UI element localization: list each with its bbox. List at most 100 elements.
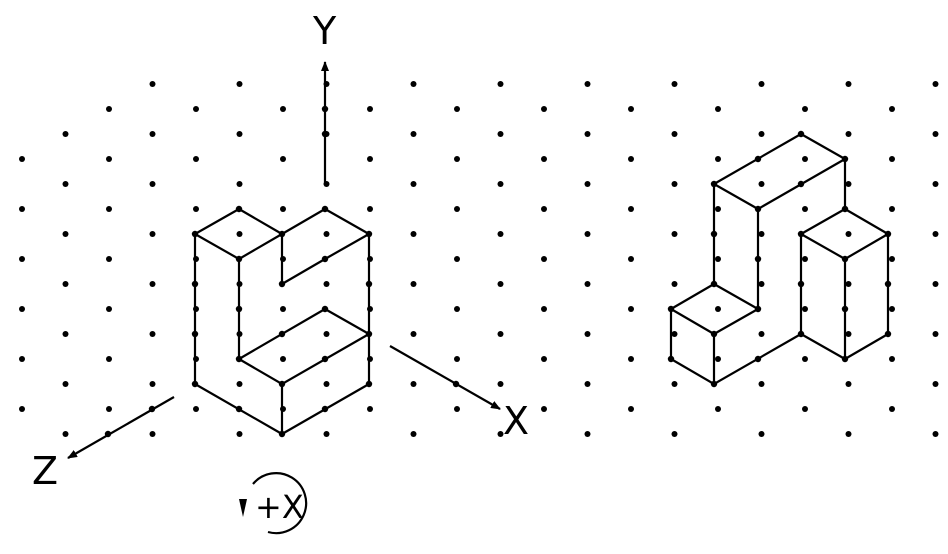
grid-dot <box>802 256 808 262</box>
grid-dot <box>541 306 547 312</box>
grid-dot <box>541 256 547 262</box>
grid-dot <box>497 381 504 387</box>
grid-dot <box>932 81 939 87</box>
grid-dot <box>889 306 895 312</box>
grid-dot <box>236 131 243 137</box>
grid-dot <box>149 331 156 337</box>
grid-dot <box>149 431 156 437</box>
grid-dot <box>497 331 504 337</box>
grid-dot <box>845 331 852 337</box>
grid-dot <box>671 331 678 337</box>
grid-dot <box>758 181 765 187</box>
grid-dot <box>584 431 591 437</box>
grid-dot <box>584 281 591 287</box>
grid-dot <box>715 406 721 412</box>
grid-dot <box>758 231 765 237</box>
grid-dot <box>671 181 678 187</box>
grid-dot <box>193 206 199 212</box>
grid-dot <box>889 106 895 112</box>
grid-dot <box>454 306 460 312</box>
grid-dot <box>454 406 460 412</box>
grid-dot <box>628 156 634 162</box>
grid-dot <box>671 381 678 387</box>
grid-dot <box>106 156 112 162</box>
grid-dot <box>149 231 156 237</box>
grid-dot <box>149 81 156 87</box>
grid-dot <box>193 156 199 162</box>
grid-dot <box>802 356 808 362</box>
grid-dot <box>541 356 547 362</box>
grid-dot <box>410 281 417 287</box>
grid-dot <box>62 431 69 437</box>
grid-dot <box>845 81 852 87</box>
grid-dot <box>106 106 112 112</box>
grid-dot <box>845 181 852 187</box>
left-object-notch <box>237 257 371 386</box>
grid-dot <box>715 256 721 262</box>
grid-dot <box>367 156 373 162</box>
grid-dot <box>410 381 417 387</box>
grid-dot <box>62 281 69 287</box>
rotation-arc-icon <box>252 472 308 535</box>
grid-dot <box>628 256 634 262</box>
grid-dot <box>802 306 808 312</box>
rotation-label: +X <box>255 488 304 526</box>
rotation-indicator: +X <box>239 472 308 535</box>
grid-dot <box>628 356 634 362</box>
grid-dot <box>106 406 112 412</box>
z-axis-label: Z <box>32 449 58 493</box>
grid-dot <box>106 206 112 212</box>
grid-dot <box>758 381 765 387</box>
grid-dot <box>671 431 678 437</box>
grid-dot <box>932 431 939 437</box>
x-axis: X <box>389 345 529 443</box>
grid-dot <box>932 381 939 387</box>
grid-dot <box>889 156 895 162</box>
grid-dot <box>671 131 678 137</box>
grid-dot <box>541 106 547 112</box>
y-axis: Y <box>312 9 337 184</box>
right-object-top-block-edges <box>669 157 847 386</box>
grid-dot <box>758 81 765 87</box>
grid-dot <box>19 406 25 412</box>
right-object-right-block-edges <box>799 207 890 361</box>
grid-dot <box>149 381 156 387</box>
grid-dot <box>367 406 373 412</box>
grid-dot <box>845 131 852 137</box>
grid-dot <box>497 81 504 87</box>
grid-dot <box>584 181 591 187</box>
grid-dot <box>149 131 156 137</box>
grid-dot <box>454 156 460 162</box>
grid-dot <box>932 181 939 187</box>
grid-dot <box>62 131 69 137</box>
left-object-vertices <box>191 205 373 438</box>
grid-dot <box>802 206 808 212</box>
z-axis: Z <box>32 396 175 493</box>
grid-dot <box>19 256 25 262</box>
left-object-inner-step <box>193 232 371 286</box>
right-isometric-object <box>667 130 892 388</box>
grid-dot <box>715 106 721 112</box>
rotation-arrowhead-icon <box>239 499 247 517</box>
grid-dot <box>541 406 547 412</box>
grid-dot <box>628 406 634 412</box>
grid-dot <box>280 206 286 212</box>
grid-dot <box>671 81 678 87</box>
grid-dot <box>410 331 417 337</box>
grid-dot <box>149 281 156 287</box>
grid-dot <box>802 156 808 162</box>
grid-dot <box>323 281 330 287</box>
grid-dot <box>323 231 330 237</box>
grid-dot <box>758 431 765 437</box>
grid-dot <box>671 231 678 237</box>
grid-dot <box>454 256 460 262</box>
grid-dot <box>845 381 852 387</box>
grid-dot <box>671 281 678 287</box>
grid-dot <box>19 206 25 212</box>
grid-dot <box>541 156 547 162</box>
grid-dot <box>19 156 25 162</box>
grid-dot <box>410 431 417 437</box>
x-axis-arrow <box>389 345 501 410</box>
right-object-vertices <box>667 130 892 388</box>
